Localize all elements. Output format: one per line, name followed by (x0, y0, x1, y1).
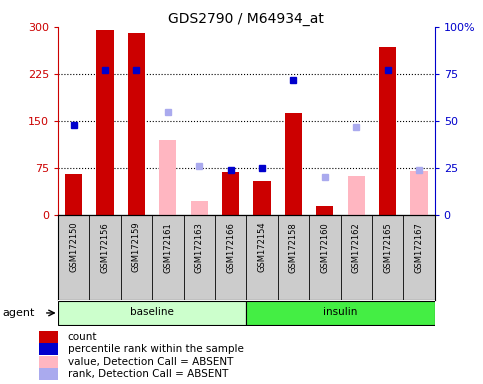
Text: baseline: baseline (130, 308, 174, 318)
Text: insulin: insulin (323, 308, 358, 318)
Text: GSM172160: GSM172160 (320, 222, 329, 273)
Text: GSM172163: GSM172163 (195, 222, 204, 273)
Bar (97, 30, 114, 215)
Title: GDS2790 / M64934_at: GDS2790 / M64934_at (169, 12, 324, 26)
FancyBboxPatch shape (39, 343, 58, 355)
Text: GSM172150: GSM172150 (69, 222, 78, 272)
FancyBboxPatch shape (58, 301, 246, 325)
Text: GSM172165: GSM172165 (383, 222, 392, 273)
Bar (222, 172, 239, 215)
Bar (285, 113, 302, 215)
FancyBboxPatch shape (39, 356, 58, 368)
Text: agent: agent (2, 308, 35, 318)
Bar (128, 33, 145, 215)
Bar (316, 206, 333, 215)
Bar (348, 176, 365, 215)
FancyBboxPatch shape (39, 368, 58, 380)
Bar (411, 171, 427, 215)
Text: GSM172154: GSM172154 (257, 222, 267, 272)
Text: GSM172167: GSM172167 (414, 222, 424, 273)
Text: count: count (68, 332, 97, 342)
Text: GSM172162: GSM172162 (352, 222, 361, 273)
Bar (254, 180, 270, 215)
Text: value, Detection Call = ABSENT: value, Detection Call = ABSENT (68, 357, 233, 367)
Text: GSM172159: GSM172159 (132, 222, 141, 272)
Bar (65, 174, 82, 215)
FancyBboxPatch shape (39, 331, 58, 343)
Text: rank, Detection Call = ABSENT: rank, Detection Call = ABSENT (68, 369, 228, 379)
Bar (159, 140, 176, 215)
Bar (379, 47, 396, 215)
Text: GSM172166: GSM172166 (226, 222, 235, 273)
Text: percentile rank within the sample: percentile rank within the sample (68, 344, 243, 354)
Text: GSM172158: GSM172158 (289, 222, 298, 273)
Text: GSM172161: GSM172161 (163, 222, 172, 273)
Bar (191, 201, 208, 215)
Text: GSM172156: GSM172156 (100, 222, 110, 273)
FancyBboxPatch shape (246, 301, 435, 325)
